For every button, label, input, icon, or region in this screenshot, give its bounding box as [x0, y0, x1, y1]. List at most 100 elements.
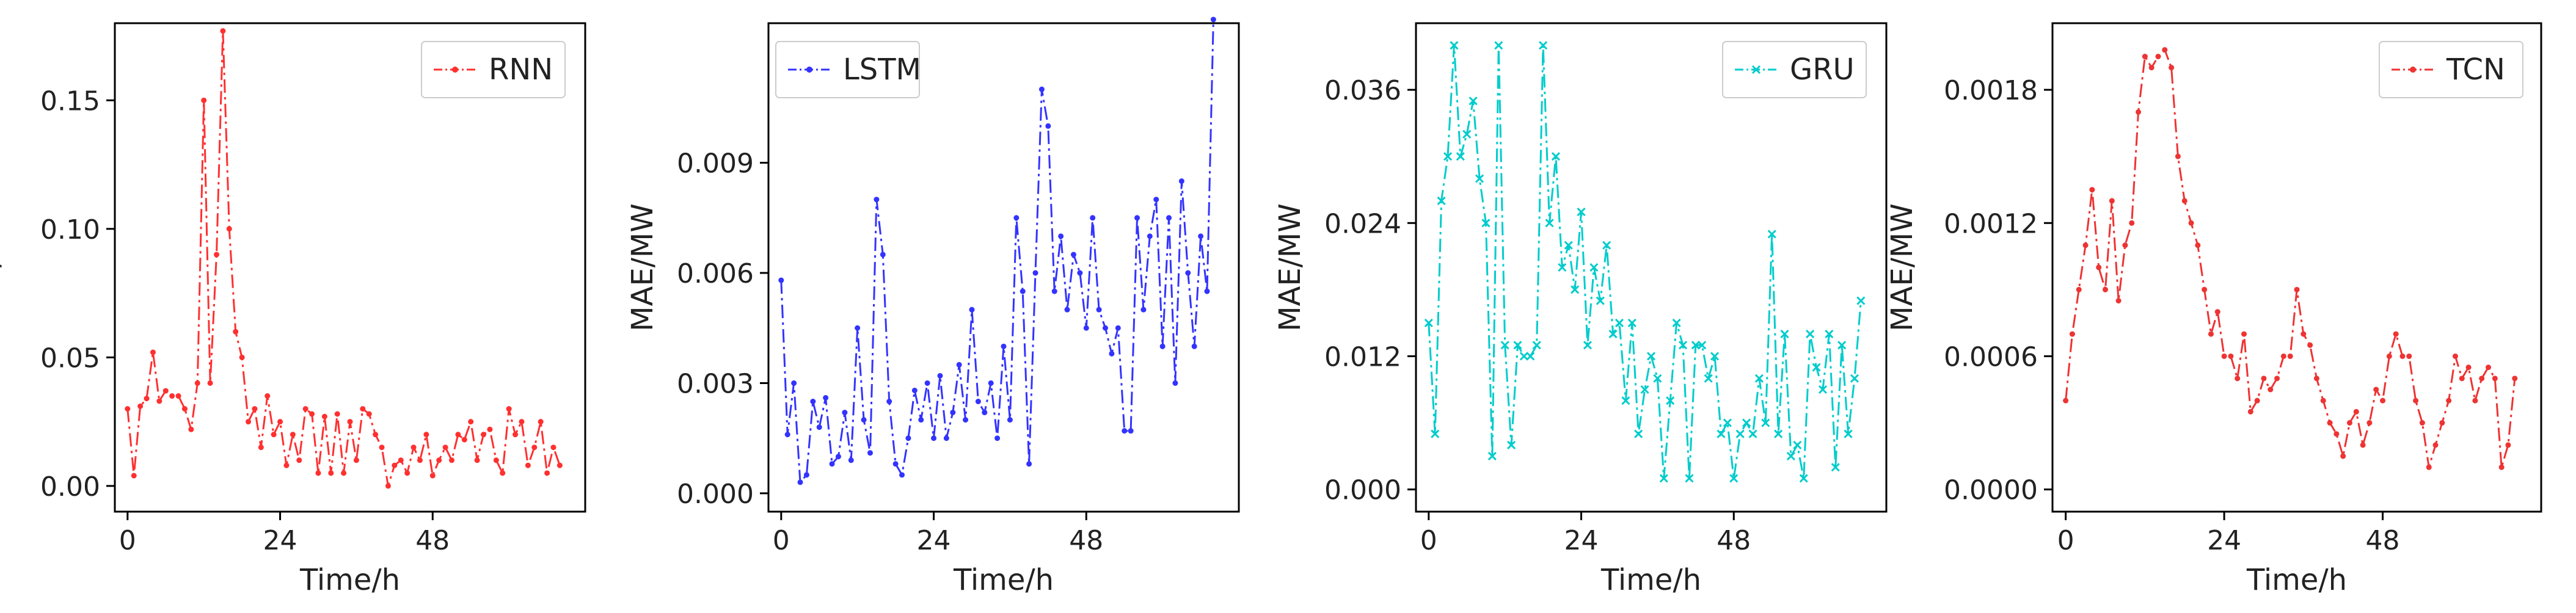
data-point: [525, 462, 531, 468]
data-point: [1115, 325, 1121, 331]
data-point: [1431, 429, 1440, 438]
data-point: [385, 483, 391, 489]
data-point: [373, 432, 379, 438]
data-point: [252, 406, 258, 412]
data-point: [1513, 341, 1522, 350]
chart-panel-2: 0 24 48 0.000 0.003 0.006 0.009 Time/h MAE/MW LST…: [626, 16, 1240, 597]
data-point: [2472, 397, 2478, 404]
legend-label: TCN: [2446, 53, 2505, 87]
x-tick-label: 48: [2366, 525, 2400, 556]
data-point: [1558, 263, 1567, 272]
data-point: [1717, 429, 1726, 438]
data-point: [328, 470, 334, 476]
data-point: [2432, 442, 2439, 448]
data-point: [1818, 385, 1828, 394]
data-point: [2307, 342, 2313, 348]
x-tick-label: 48: [415, 525, 450, 556]
data-point: [2446, 397, 2452, 404]
data-point: [239, 354, 245, 360]
y-tick-label: 0.0018: [1944, 75, 2038, 106]
data-point: [2486, 365, 2492, 371]
x-tick-label: 0: [773, 525, 790, 556]
data-point: [175, 393, 181, 399]
data-point: [2399, 353, 2406, 359]
data-point: [226, 226, 232, 232]
data-point: [1608, 330, 1618, 339]
data-point: [2268, 386, 2274, 393]
data-point: [1191, 343, 1197, 349]
data-point: [2142, 54, 2148, 60]
data-point: [2175, 153, 2181, 159]
x-tick-label: 24: [263, 525, 297, 556]
data-point: [1204, 288, 1210, 294]
data-point: [194, 380, 200, 386]
y-tick-label: 0.000: [677, 479, 754, 510]
data-point: [2261, 375, 2267, 382]
data-point: [1128, 428, 1134, 434]
data-point: [144, 396, 150, 402]
data-point: [1659, 474, 1668, 483]
data-point: [1102, 325, 1108, 331]
data-point: [2287, 353, 2293, 359]
data-point: [258, 444, 264, 451]
x-axis-label: Time/h: [2246, 563, 2347, 597]
data-point: [861, 417, 867, 423]
data-point: [1831, 463, 1840, 472]
data-point: [2241, 331, 2247, 337]
data-point: [2228, 353, 2234, 359]
data-point: [848, 457, 854, 463]
data-point: [1723, 418, 1732, 427]
chart-panel-1: 0 24 48 0.00 0.05 0.10 0.15 Time/h MAE/MW RNN: [0, 22, 586, 597]
legend-box: [421, 41, 566, 98]
x-tick-label: 24: [1564, 525, 1599, 556]
data-point: [1627, 318, 1636, 327]
data-point: [2393, 331, 2399, 337]
data-point: [1456, 152, 1465, 161]
y-tick-label: 0.0006: [1944, 341, 2038, 372]
data-point: [366, 411, 372, 417]
data-point: [550, 444, 556, 451]
data-point: [290, 432, 296, 438]
data-point: [150, 349, 156, 355]
data-point: [1064, 306, 1070, 313]
data-point: [125, 406, 131, 412]
data-point: [2096, 264, 2102, 270]
data-point: [2452, 353, 2458, 359]
data-point: [2333, 431, 2340, 437]
y-axis-label: MAE/MW: [1885, 203, 1919, 332]
data-point: [1519, 352, 1528, 361]
data-point: [1812, 363, 1821, 372]
data-point: [506, 406, 512, 412]
data-point: [1704, 374, 1713, 383]
data-point: [1825, 330, 1834, 339]
data-point: [2465, 365, 2472, 371]
y-tick-label: 0.006: [677, 258, 754, 289]
data-point: [1710, 352, 1720, 361]
chart-panel-4: 0 24 48 0.0000 0.0006 0.0012 0.0018 Time/h MAE/M…: [1885, 22, 2542, 597]
data-point: [2353, 408, 2359, 415]
data-point: [315, 470, 321, 476]
data-point: [911, 388, 918, 394]
data-point: [213, 252, 219, 258]
data-point: [1774, 429, 1783, 438]
data-point: [1147, 233, 1153, 239]
data-point: [1793, 440, 1802, 449]
series-line-gru: [1428, 45, 1862, 479]
data-point: [468, 419, 474, 425]
data-point: [379, 444, 385, 451]
data-point: [1020, 288, 1026, 294]
data-point: [410, 444, 417, 451]
data-point: [874, 197, 880, 203]
data-point: [2340, 453, 2346, 459]
data-point: [487, 426, 493, 432]
data-point: [277, 419, 283, 425]
y-tick-label: 0.0012: [1944, 208, 2038, 239]
legend-label: RNN: [489, 53, 553, 87]
data-point: [1729, 474, 1739, 483]
y-tick-label: 0.024: [1324, 208, 1401, 239]
plot-frame: [1415, 22, 1888, 513]
data-point: [2162, 47, 2168, 53]
data-point: [803, 472, 809, 478]
data-point: [988, 380, 994, 386]
data-point: [1615, 318, 1624, 327]
